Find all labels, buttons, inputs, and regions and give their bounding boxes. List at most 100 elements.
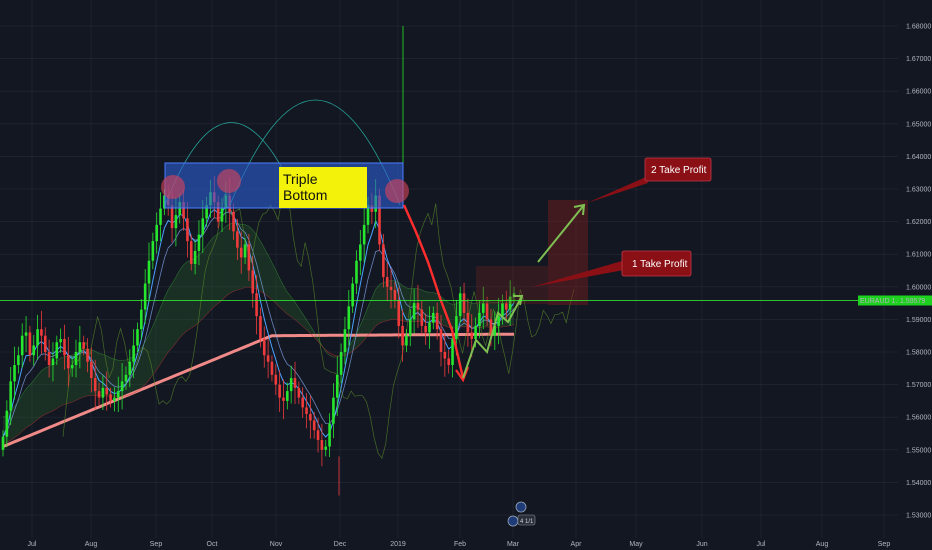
event-badge[interactable]: 4 1/1 [507, 501, 536, 527]
candle-body [216, 202, 220, 222]
candle-body [462, 293, 466, 313]
candle-body [182, 202, 185, 219]
x-tick-label: Nov [270, 541, 283, 548]
y-tick-label: 1.53000 [906, 513, 931, 520]
candle-body [474, 325, 477, 339]
event-icon-1[interactable] [515, 501, 527, 513]
cloud-segment [225, 223, 230, 297]
candle-body [67, 355, 70, 369]
cloud-segment [271, 262, 276, 304]
candle-body [297, 387, 301, 398]
candle-body [370, 205, 374, 212]
x-tick-label: Jun [696, 541, 707, 548]
cloud-segment [371, 289, 376, 331]
candle-body [262, 338, 266, 356]
candle-body [74, 352, 78, 366]
cloud-segment [302, 313, 307, 330]
candle-body [435, 312, 439, 330]
x-tick-label: Sep [878, 541, 891, 548]
candle-body [316, 430, 320, 441]
candle-body [512, 293, 516, 297]
cloud-segment [183, 261, 188, 334]
span-b-line [2, 286, 515, 444]
cloud-segment [348, 340, 353, 354]
candle-body [109, 394, 112, 401]
bottom-marker-1[interactable] [161, 175, 185, 199]
forecast-zone-left [476, 266, 548, 304]
candle-body [470, 332, 474, 339]
uptrend-arrowhead [513, 295, 524, 306]
take-profit-2-box[interactable] [644, 157, 712, 182]
triple-bottom-label-line1: Triple [283, 171, 318, 187]
take-profit-2-pointer [587, 177, 648, 203]
cloud-segment [29, 380, 34, 426]
triple-bottom-label-line2: Bottom [283, 187, 327, 203]
x-tick-label: Dec [334, 541, 347, 548]
arc-drawing-2[interactable] [229, 99, 401, 206]
candle-body [301, 397, 304, 408]
candle-body [155, 224, 158, 242]
candle-body [20, 335, 24, 356]
candle-body [332, 397, 335, 424]
candle-body [124, 374, 128, 382]
candle-body [309, 413, 312, 421]
cloud-segment [41, 368, 46, 417]
candle-body [389, 286, 393, 291]
candle-body [505, 303, 508, 310]
candle-body [424, 325, 427, 333]
x-tick-label: Jul [28, 541, 37, 548]
downtrend-arrow[interactable] [402, 204, 465, 379]
drawing-annotations[interactable]: Triple Bottom 2 Take Profit 1 Take Profi… [161, 99, 712, 383]
candle-body [128, 361, 132, 375]
x-tick-label: Feb [454, 541, 466, 548]
take-profit-1-box[interactable] [621, 250, 692, 277]
candle-body [397, 299, 401, 326]
y-tick-label: 1.68000 [906, 24, 931, 31]
candle-body [282, 397, 285, 401]
axes: 1.68000 1.67000 1.66000 1.65000 1.64000 1.630… [0, 24, 932, 548]
candle-body [501, 303, 504, 317]
cloud-segment [79, 349, 84, 399]
candle-body [243, 244, 247, 258]
cloud-segment [264, 248, 269, 297]
cloud-segment [114, 359, 119, 397]
take-profit-2-label: 2 Take Profit [651, 165, 707, 176]
x-tick-label: Sep [150, 541, 163, 548]
candle-body [305, 407, 308, 414]
candle-body [366, 205, 370, 225]
candle-body [132, 345, 135, 362]
cloud-segment [137, 348, 142, 391]
candle-body [401, 325, 404, 346]
cloud-segment [306, 319, 311, 334]
candle-body [193, 250, 197, 264]
bottom-marker-2[interactable] [217, 169, 241, 193]
candle-body [508, 296, 512, 310]
cloud-segment [110, 357, 115, 397]
event-icon-2[interactable] [507, 515, 519, 527]
cloud-segment [241, 224, 246, 289]
candle-body [17, 355, 20, 366]
triple-bottom-label-box[interactable] [279, 167, 367, 208]
candle-body [420, 309, 424, 326]
cloud-segment [245, 224, 249, 288]
uptrend-arrow[interactable] [462, 295, 523, 379]
cloud-segment [52, 361, 57, 411]
x-tick-label: May [629, 541, 643, 548]
candle-body [451, 338, 454, 366]
symbol-label-box [858, 295, 898, 306]
cloud-segment [22, 388, 27, 432]
bottom-marker-3[interactable] [385, 179, 409, 203]
x-tick-label: Oct [207, 541, 218, 548]
candle-body [289, 378, 293, 392]
candle-body [47, 352, 51, 366]
cloud-segment [214, 233, 219, 307]
candle-body [347, 306, 351, 330]
projection-arrow[interactable] [537, 204, 585, 263]
cloud-segment [164, 289, 169, 358]
candle-body [428, 322, 431, 333]
candle-body [278, 384, 281, 398]
x-tick-label: Aug [85, 541, 98, 548]
cloud-segment [368, 298, 372, 336]
